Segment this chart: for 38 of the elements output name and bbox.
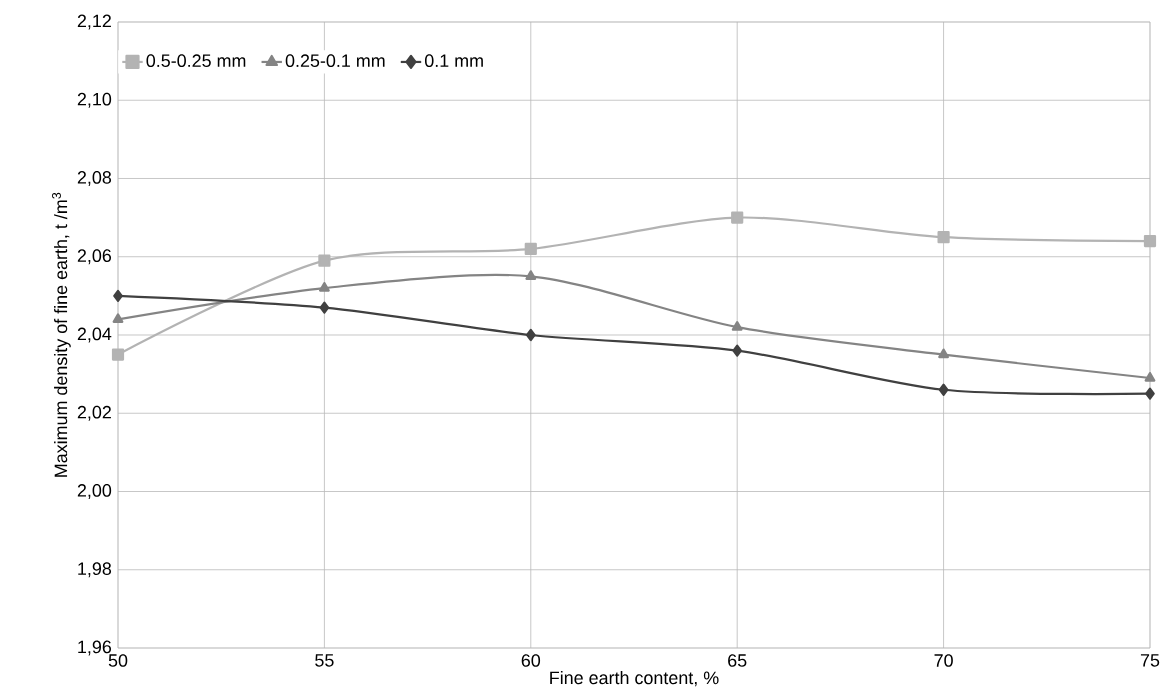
point (525, 328, 536, 342)
y-tick-label: 2,04 (77, 327, 112, 343)
point (732, 344, 743, 357)
y-tick-label: 2,08 (77, 171, 112, 186)
point (1145, 387, 1155, 400)
point (525, 270, 537, 280)
point (1144, 371, 1156, 382)
x-tick-label: 70 (934, 654, 953, 667)
point (524, 242, 537, 256)
point (111, 348, 125, 361)
x-tick-label: 50 (108, 654, 128, 667)
point (318, 281, 330, 292)
x-axis-title: Fine earth content, % (550, 671, 719, 687)
y-tick-label: 2,12 (77, 14, 111, 30)
point (318, 254, 331, 267)
y-tick-label: 1,96 (78, 640, 112, 656)
point (113, 289, 123, 302)
y-tick-label: 1,98 (78, 562, 112, 578)
legend-label: 0.5-0.25 mm (146, 54, 246, 68)
point (112, 313, 124, 323)
y-tick-label: 2,02 (77, 405, 111, 421)
y-tick-label: 2,10 (77, 92, 112, 108)
y-tick-label: 2,06 (77, 249, 112, 265)
point (937, 231, 950, 244)
point (1143, 234, 1157, 248)
x-tick-label: 75 (1140, 654, 1160, 667)
legend-label: 0.1 mm (424, 54, 483, 68)
x-tick-label: 60 (521, 654, 541, 667)
point (938, 348, 950, 359)
point (938, 383, 949, 396)
point (319, 301, 330, 314)
legend-label: 0.25-0.1 mm (285, 54, 385, 68)
x-tick-label: 55 (315, 654, 334, 667)
y-axis-title: Maximum density of fine earth, t /m$^{3}$ (52, 192, 71, 477)
y-tick-label: 2,00 (77, 484, 112, 499)
point (731, 321, 743, 331)
x-tick-label: 65 (728, 654, 747, 667)
point (731, 211, 744, 224)
